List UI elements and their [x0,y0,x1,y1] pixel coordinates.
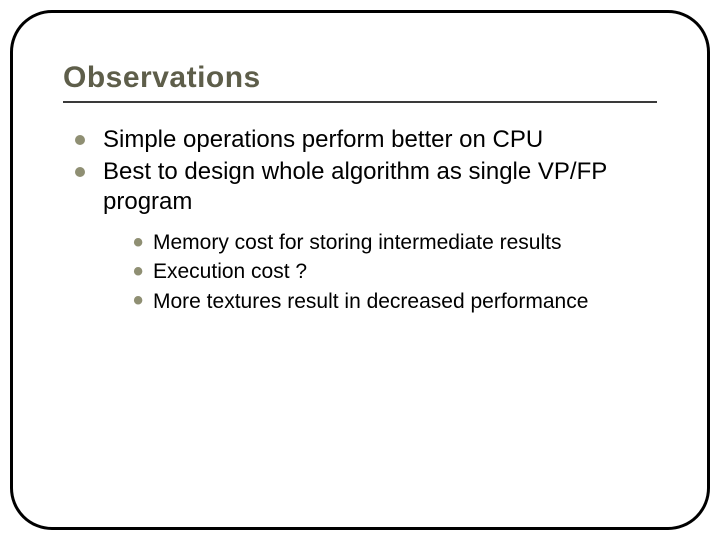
slide-title: Observations [63,61,657,95]
list-item: Execution cost ? [133,258,657,285]
sub-bullet-list: Memory cost for storing intermediate res… [103,229,657,315]
title-underline [63,101,657,103]
slide-frame: Observations Simple operations perform b… [10,10,710,530]
list-item: Simple operations perform better on CPU [75,125,657,155]
main-bullet-list: Simple operations perform better on CPU … [63,125,657,315]
list-item: More textures result in decreased perfor… [133,288,657,315]
sub-bullet-text: Memory cost for storing intermediate res… [153,231,561,254]
sub-bullet-text: More textures result in decreased perfor… [153,290,588,313]
list-item: Best to design whole algorithm as single… [75,157,657,315]
sub-bullet-text: Execution cost ? [153,260,307,283]
list-item: Memory cost for storing intermediate res… [133,229,657,256]
bullet-text: Best to design whole algorithm as single… [103,158,607,215]
bullet-text: Simple operations perform better on CPU [103,126,543,153]
